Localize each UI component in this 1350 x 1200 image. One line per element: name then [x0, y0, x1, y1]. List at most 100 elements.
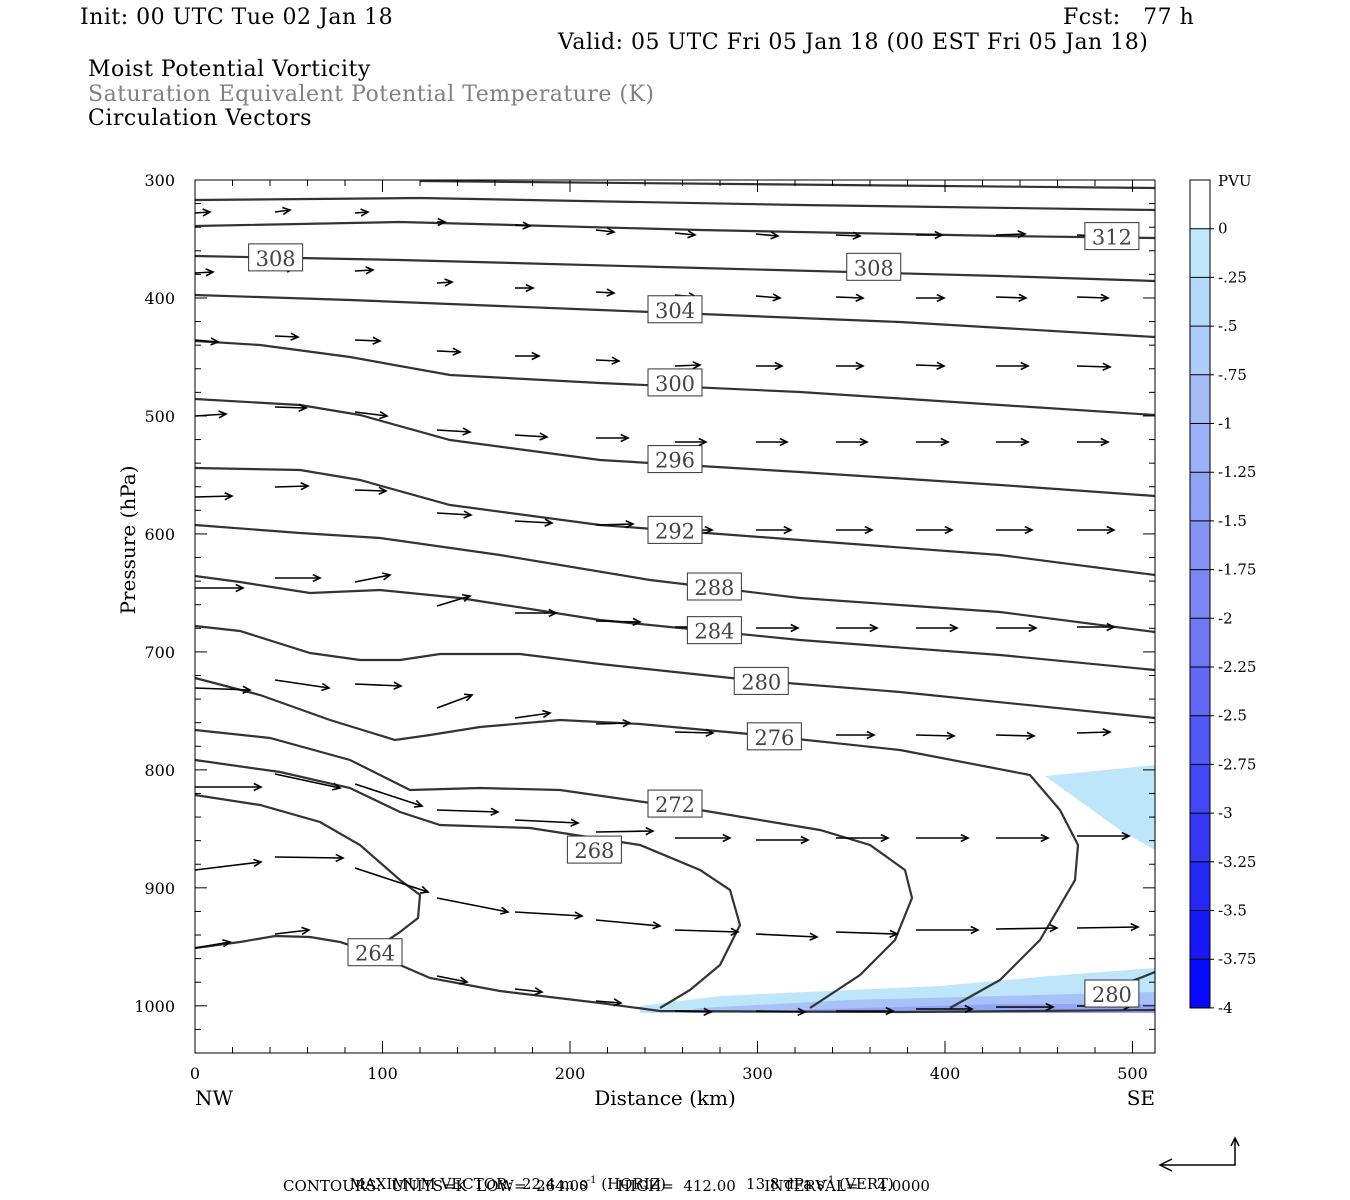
contour-label: 308 — [846, 252, 902, 281]
vector-arrow — [436, 693, 474, 709]
axes: 300 400 500 600 700 800 900 1000 0 100 200 300 400 50… — [116, 171, 1155, 1110]
colorbar-label: -4 — [1218, 999, 1233, 1017]
vector-head — [382, 572, 392, 581]
vector-head — [611, 356, 621, 365]
colorbar-units: PVU — [1218, 172, 1252, 190]
vector-head — [461, 593, 472, 603]
colorbar-label: -3.5 — [1218, 902, 1247, 920]
pv-shade-upper — [1045, 765, 1155, 850]
vector-arrow — [836, 437, 869, 447]
vector-shaft — [835, 234, 861, 237]
vector-shaft — [354, 783, 423, 807]
vector-arrow — [756, 525, 793, 535]
contour-label-box — [647, 515, 703, 544]
vector-shaft — [755, 233, 779, 237]
vector-arrow — [354, 572, 392, 583]
contour-label: 268 — [566, 835, 622, 864]
vector-arrow — [275, 573, 322, 583]
vector-head — [413, 799, 424, 808]
vector-head — [210, 337, 220, 346]
vector-head — [1130, 922, 1140, 932]
vector-arrow — [674, 728, 715, 738]
vector-arrow — [595, 617, 642, 627]
vector-shaft — [595, 359, 620, 362]
vector-head — [859, 437, 869, 447]
vector-head — [1102, 362, 1112, 371]
vector-head — [360, 208, 370, 217]
vector-arrow — [1077, 831, 1131, 841]
max-vector-horiz: MAXIMUM VECTOR: 22.4 m s — [349, 1175, 587, 1193]
pv-shading — [640, 765, 1155, 1013]
vector-arrow — [995, 230, 1027, 239]
y-tick-label: 500 — [144, 407, 175, 426]
colorbar-swatch — [1190, 423, 1210, 473]
vector-arrow — [354, 867, 430, 894]
vector-arrow — [194, 858, 263, 871]
vector-shaft — [354, 489, 387, 492]
contour-line — [194, 793, 422, 953]
contour-label: 296 — [647, 445, 703, 474]
contour-label-text: 304 — [655, 299, 695, 323]
colorbar-swatch — [1190, 180, 1210, 229]
title-theta-es: Saturation Equivalent Potential Temperat… — [88, 82, 655, 107]
contour-line — [194, 397, 1156, 498]
vector-arrow — [514, 987, 544, 996]
vector-arrow — [354, 681, 403, 690]
vector-shaft — [755, 933, 818, 938]
vector-shaft — [835, 296, 864, 299]
x-tick-label: 400 — [930, 1064, 961, 1083]
contour-label: 288 — [686, 572, 742, 601]
vector-head — [419, 885, 430, 894]
vector-arrow — [836, 525, 874, 535]
vector-arrow — [674, 927, 740, 936]
vector-arrow — [916, 230, 944, 240]
contour-label: 308 — [248, 243, 304, 272]
contour-label-text: 300 — [655, 372, 695, 396]
vector-head — [500, 906, 510, 915]
vector-arrow — [996, 833, 1050, 843]
vector-head — [864, 525, 874, 535]
contour-line — [194, 574, 1156, 672]
vector-arrow — [996, 361, 1030, 371]
vector-head — [437, 217, 447, 227]
vector-arrow — [514, 221, 532, 230]
vector-arrow — [354, 266, 375, 275]
contour-line — [194, 758, 742, 1009]
vector-arrow — [755, 932, 819, 941]
vector-head — [620, 433, 630, 443]
contour-label-box — [686, 572, 742, 601]
vector-arrow — [194, 337, 220, 346]
vector-shaft — [514, 819, 579, 824]
colorbar-label: -2.25 — [1218, 658, 1256, 676]
contour-info: CONTOURS: UNITS=K LOW= 264.00 HIGH= 412.… — [283, 1177, 930, 1195]
contour-label-text: 312 — [1092, 226, 1132, 250]
vector-arrow — [274, 332, 300, 341]
vector-head — [936, 361, 946, 370]
vector-head — [770, 231, 780, 240]
vector-head — [1018, 293, 1028, 302]
vector-shaft — [514, 911, 583, 917]
vector-head — [705, 728, 715, 738]
vector-arrow — [595, 919, 662, 930]
vector-shaft — [436, 595, 471, 607]
vector-head — [772, 293, 782, 302]
vector-head — [378, 486, 388, 495]
colorbar-swatch — [1190, 959, 1210, 1008]
vector-shaft — [1076, 296, 1109, 299]
vector-head — [889, 929, 899, 938]
vector-head — [205, 268, 215, 277]
vector-head — [282, 206, 292, 216]
vector-head — [574, 911, 584, 920]
colorbar-label: -1.75 — [1218, 561, 1256, 579]
vector-arrow — [1076, 362, 1112, 371]
vector-arrow — [514, 432, 549, 441]
vector-head — [300, 482, 310, 491]
vector-shaft — [436, 897, 509, 913]
vector-arrow — [595, 826, 655, 836]
vector-arrow — [194, 939, 232, 949]
contour-label-box — [647, 295, 703, 324]
vector-head — [298, 403, 308, 412]
vector-shaft — [595, 919, 661, 927]
colorbar-label: -2.5 — [1218, 707, 1247, 725]
vector-arrow — [515, 608, 558, 618]
